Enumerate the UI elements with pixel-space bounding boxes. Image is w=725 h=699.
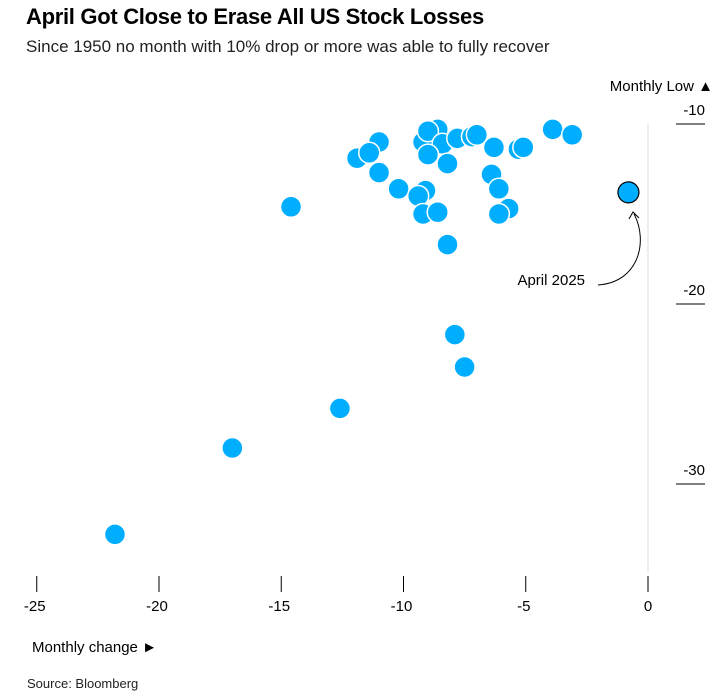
data-point — [367, 161, 391, 184]
x-tick-label: -10 — [391, 598, 413, 615]
data-point — [387, 177, 410, 201]
x-tick-label: -5 — [517, 598, 530, 615]
x-tick-label: 0 — [644, 598, 652, 615]
annotation-arrow — [597, 213, 641, 286]
data-point — [358, 141, 381, 165]
data-point — [103, 523, 127, 546]
y-axis-label: Monthly Low ▲ — [609, 78, 713, 95]
source-note: Source: Bloomberg — [27, 676, 139, 691]
y-tick-label: -30 — [683, 462, 705, 479]
data-point — [436, 233, 459, 256]
data-point — [443, 323, 467, 346]
x-axis-label: Monthly change ► — [32, 639, 157, 656]
data-point — [560, 123, 584, 147]
data-point — [541, 118, 564, 141]
x-tick-label: -20 — [146, 598, 168, 615]
data-point — [426, 200, 449, 224]
data-point — [436, 152, 459, 175]
data-point — [416, 119, 440, 143]
data-point — [487, 177, 511, 201]
data-point — [482, 136, 506, 159]
data-point — [512, 136, 535, 159]
data-point — [465, 123, 489, 147]
data-point — [487, 202, 511, 226]
arrowhead-icon — [628, 211, 640, 220]
chart-title: April Got Close to Erase All US Stock Lo… — [26, 4, 484, 29]
data-point — [279, 195, 303, 219]
data-point — [453, 355, 476, 379]
y-tick-label: -10 — [683, 102, 705, 119]
x-tick-label: -15 — [268, 598, 290, 615]
highlight-point — [617, 181, 640, 204]
data-point — [416, 143, 440, 166]
x-tick-label: -25 — [24, 598, 46, 615]
annotation-label: April 2025 — [517, 272, 585, 289]
chart-subtitle: Since 1950 no month with 10% drop or mor… — [26, 37, 550, 56]
data-point — [328, 397, 352, 420]
y-tick-label: -20 — [683, 282, 705, 299]
data-point — [221, 436, 244, 460]
